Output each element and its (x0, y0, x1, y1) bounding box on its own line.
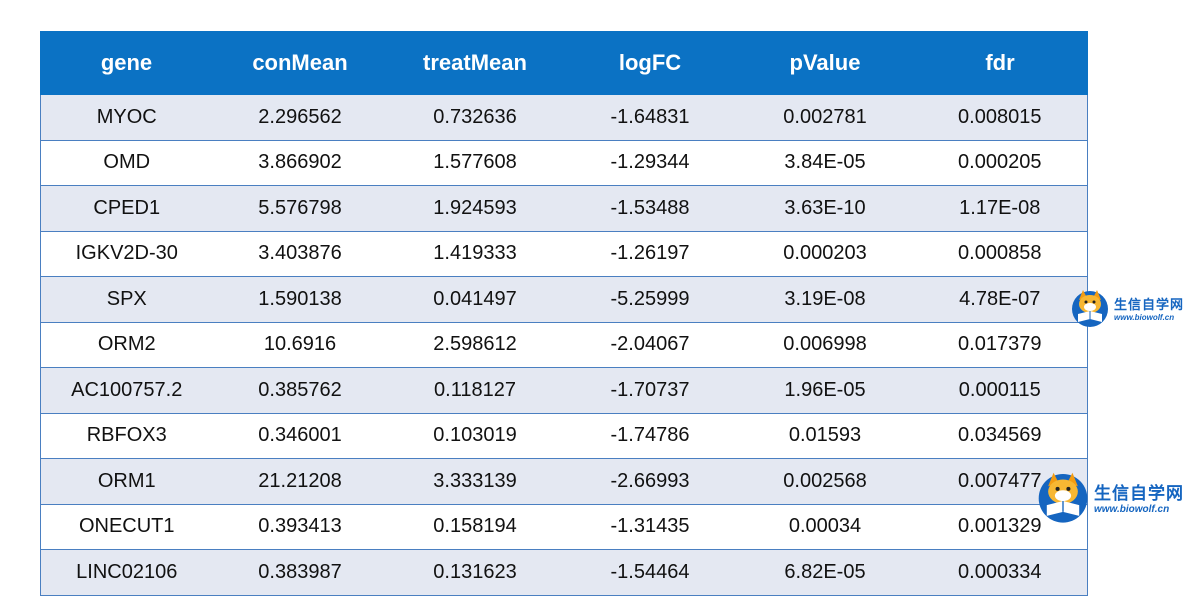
cell-logfc: -1.54464 (562, 549, 738, 596)
cell-treatmean: 3.333139 (387, 458, 563, 505)
table-row: IGKV2D-30 3.403876 1.419333 -1.26197 0.00020… (40, 230, 1088, 277)
cell-conmean: 2.296562 (212, 94, 388, 141)
cell-logfc: -1.26197 (562, 230, 738, 277)
cell-conmean: 3.403876 (212, 230, 388, 277)
cell-gene: ORM2 (40, 321, 213, 368)
table-row: OMD 3.866902 1.577608 -1.29344 3.84E-05 0.000… (40, 139, 1088, 186)
cell-conmean: 3.866902 (212, 139, 388, 186)
cell-logfc: -1.29344 (562, 139, 738, 186)
cell-pvalue: 0.002568 (737, 458, 913, 505)
watermark-name: 生信自学网 (1114, 298, 1185, 313)
cell-gene: SPX (40, 276, 213, 323)
cell-fdr: 0.008015 (912, 94, 1088, 141)
cell-gene: CPED1 (40, 185, 213, 232)
cell-treatmean: 0.118127 (387, 367, 563, 414)
table-row: ONECUT1 0.393413 0.158194 -1.31435 0.00034 0.… (40, 503, 1088, 550)
table-body: MYOC 2.296562 0.732636 -1.64831 0.002781 0.00… (40, 94, 1088, 596)
cell-conmean: 1.590138 (212, 276, 388, 323)
cell-fdr: 0.000115 (912, 367, 1088, 414)
cell-pvalue: 0.002781 (737, 94, 913, 141)
cell-treatmean: 0.732636 (387, 94, 563, 141)
header-logfc: logFC (562, 31, 738, 95)
cell-fdr: 0.000334 (912, 549, 1088, 596)
cell-logfc: -2.66993 (562, 458, 738, 505)
cell-gene: ONECUT1 (40, 503, 213, 550)
watermark-name: 生信自学网 (1094, 484, 1184, 504)
cell-gene: LINC02106 (40, 549, 213, 596)
cell-pvalue: 3.19E-08 (737, 276, 913, 323)
cell-pvalue: 6.82E-05 (737, 549, 913, 596)
table-row: SPX 1.590138 0.041497 -5.25999 3.19E-08 4.78E… (40, 276, 1088, 323)
cell-gene: IGKV2D-30 (40, 230, 213, 277)
cell-fdr: 0.034569 (912, 412, 1088, 459)
cell-fdr: 4.78E-07 (912, 276, 1088, 323)
header-fdr: fdr (912, 31, 1088, 95)
cell-pvalue: 0.006998 (737, 321, 913, 368)
wolf-logo-icon (1072, 290, 1108, 327)
cell-treatmean: 0.041497 (387, 276, 563, 323)
table-row: CPED1 5.576798 1.924593 -1.53488 3.63E-10 1.1… (40, 185, 1088, 232)
cell-gene: MYOC (40, 94, 213, 141)
cell-conmean: 0.383987 (212, 549, 388, 596)
cell-pvalue: 0.01593 (737, 412, 913, 459)
table-row: LINC02106 0.383987 0.131623 -1.54464 6.82E-0… (40, 549, 1088, 596)
table-row: RBFOX3 0.346001 0.103019 -1.74786 0.01593 0.0… (40, 412, 1088, 459)
cell-logfc: -2.04067 (562, 321, 738, 368)
cell-gene: RBFOX3 (40, 412, 213, 459)
header-gene: gene (40, 31, 213, 95)
cell-conmean: 21.21208 (212, 458, 388, 505)
gene-table: gene conMean treatMean logFC pValue fdr … (40, 31, 1088, 596)
cell-fdr: 1.17E-08 (912, 185, 1088, 232)
cell-treatmean: 2.598612 (387, 321, 563, 368)
cell-treatmean: 0.131623 (387, 549, 563, 596)
cell-treatmean: 1.419333 (387, 230, 563, 277)
cell-conmean: 5.576798 (212, 185, 388, 232)
cell-fdr: 0.000205 (912, 139, 1088, 186)
cell-pvalue: 0.00034 (737, 503, 913, 550)
table-row: ORM1 21.21208 3.333139 -2.66993 0.002568 0.00… (40, 458, 1088, 505)
cell-logfc: -1.53488 (562, 185, 738, 232)
cell-fdr: 0.017379 (912, 321, 1088, 368)
cell-logfc: -1.31435 (562, 503, 738, 550)
table-row: ORM2 10.6916 2.598612 -2.04067 0.006998 0.017… (40, 321, 1088, 368)
cell-pvalue: 0.000203 (737, 230, 913, 277)
table-header: gene conMean treatMean logFC pValue fdr (40, 31, 1088, 95)
cell-logfc: -1.74786 (562, 412, 738, 459)
cell-treatmean: 1.924593 (387, 185, 563, 232)
cell-logfc: -5.25999 (562, 276, 738, 323)
cell-treatmean: 1.577608 (387, 139, 563, 186)
cell-pvalue: 3.84E-05 (737, 139, 913, 186)
cell-logfc: -1.64831 (562, 94, 738, 141)
cell-conmean: 0.346001 (212, 412, 388, 459)
cell-pvalue: 3.63E-10 (737, 185, 913, 232)
cell-treatmean: 0.103019 (387, 412, 563, 459)
watermark-logo-large: 生信自学网 www.biowolf.cn (1036, 470, 1184, 524)
cell-conmean: 0.385762 (212, 367, 388, 414)
table-row: AC100757.2 0.385762 0.118127 -1.70737 1.96E-… (40, 367, 1088, 414)
header-row: gene conMean treatMean logFC pValue fdr (40, 31, 1088, 95)
header-treatmean: treatMean (387, 31, 563, 95)
watermark-logo-small: 生信自学网 www.biowolf.cn (1070, 288, 1184, 328)
cell-fdr: 0.000858 (912, 230, 1088, 277)
watermark-url: www.biowolf.cn (1094, 504, 1170, 515)
cell-gene: ORM1 (40, 458, 213, 505)
header-pvalue: pValue (737, 31, 913, 95)
cell-treatmean: 0.158194 (387, 503, 563, 550)
wolf-logo-icon (1038, 472, 1088, 523)
header-conmean: conMean (212, 31, 388, 95)
cell-pvalue: 1.96E-05 (737, 367, 913, 414)
cell-conmean: 0.393413 (212, 503, 388, 550)
table-row: MYOC 2.296562 0.732636 -1.64831 0.002781 0.00… (40, 94, 1088, 141)
cell-gene: AC100757.2 (40, 367, 213, 414)
cell-conmean: 10.6916 (212, 321, 388, 368)
watermark-url: www.biowolf.cn (1114, 313, 1175, 322)
cell-gene: OMD (40, 139, 213, 186)
cell-logfc: -1.70737 (562, 367, 738, 414)
